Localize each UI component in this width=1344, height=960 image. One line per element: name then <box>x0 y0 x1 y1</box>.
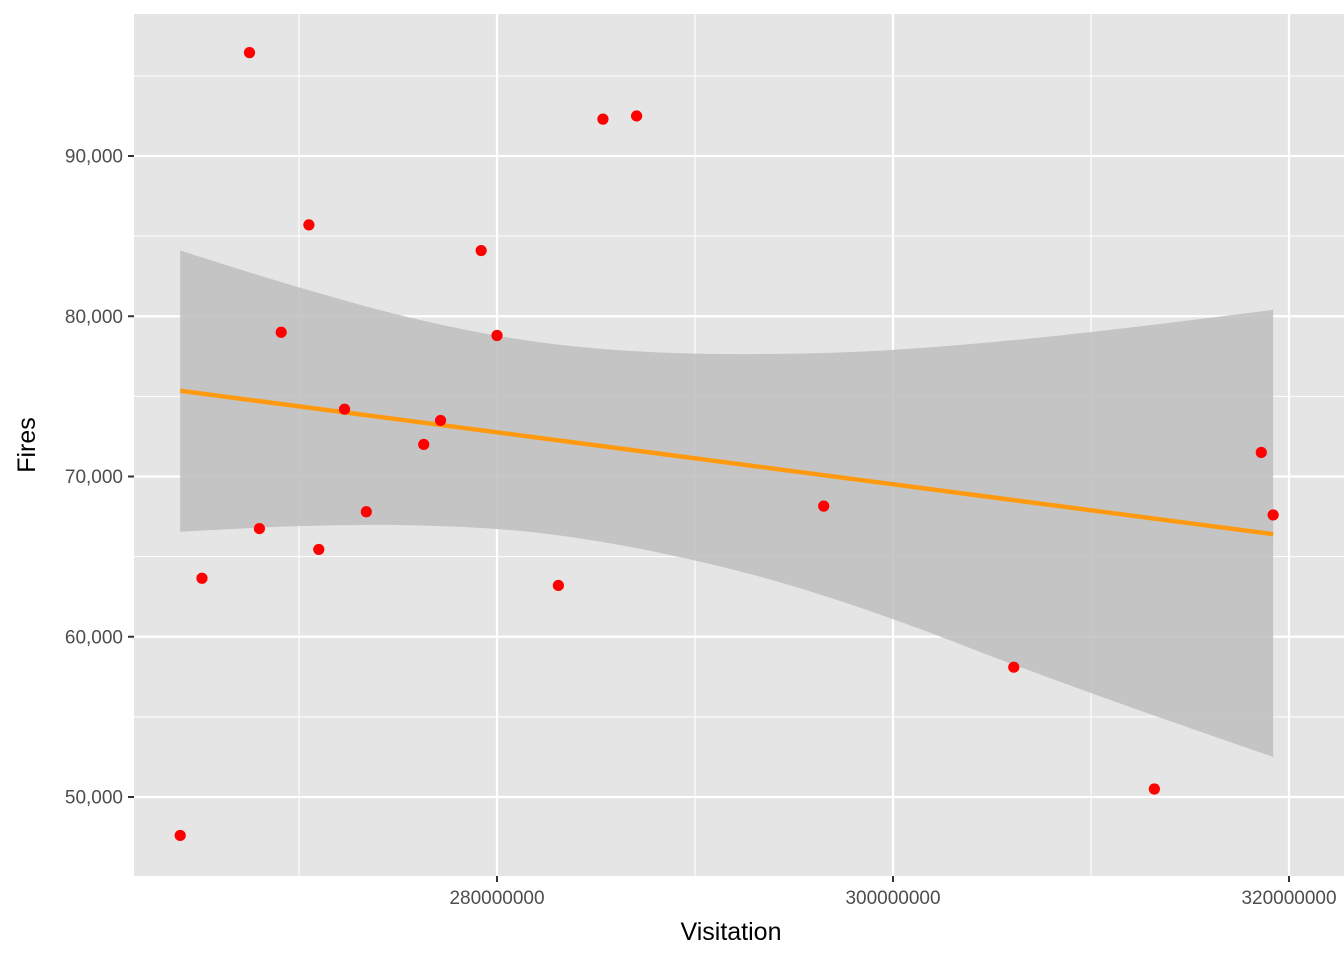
y-axis: 50,000 60,000 70,000 80,000 90,000 <box>65 147 134 809</box>
confidence-band <box>180 250 1274 757</box>
data-point-8 <box>338 403 351 415</box>
data-point-14 <box>552 579 564 592</box>
x-tick-label: 320000000 <box>1241 888 1336 909</box>
y-tick-label: 80,000 <box>65 307 123 328</box>
data-point-12 <box>475 244 487 257</box>
data-point-18 <box>1008 661 1020 673</box>
y-axis-title: Fires <box>13 417 41 473</box>
data-point-4 <box>253 522 265 535</box>
data-point-16 <box>630 110 643 122</box>
data-point-2 <box>196 572 208 584</box>
regression-line <box>179 388 1274 537</box>
y-tick-label: 50,000 <box>65 788 123 809</box>
data-point-3 <box>243 47 256 59</box>
y-tick-label: 90,000 <box>65 147 123 168</box>
x-tick-label: 300000000 <box>845 888 940 909</box>
data-point-19 <box>1148 783 1160 795</box>
y-tick-label: 60,000 <box>65 627 123 648</box>
data-point-15 <box>597 113 609 125</box>
data-point-9 <box>360 506 372 518</box>
data-point-10 <box>418 438 430 451</box>
data-point-11 <box>434 414 447 427</box>
x-axis: 280000000 300000000 320000000 <box>449 876 1337 909</box>
data-points <box>174 47 1279 842</box>
data-point-1 <box>174 829 186 842</box>
data-point-13 <box>491 329 503 342</box>
x-axis-title: Visitation <box>681 918 782 946</box>
data-point-6 <box>303 219 315 231</box>
data-point-21 <box>1267 509 1279 521</box>
data-point-17 <box>818 500 830 512</box>
data-point-5 <box>275 326 287 338</box>
data-point-20 <box>1255 446 1267 459</box>
x-tick-label: 280000000 <box>449 888 544 909</box>
y-tick-label: 70,000 <box>65 467 123 488</box>
data-point-7 <box>313 543 325 556</box>
